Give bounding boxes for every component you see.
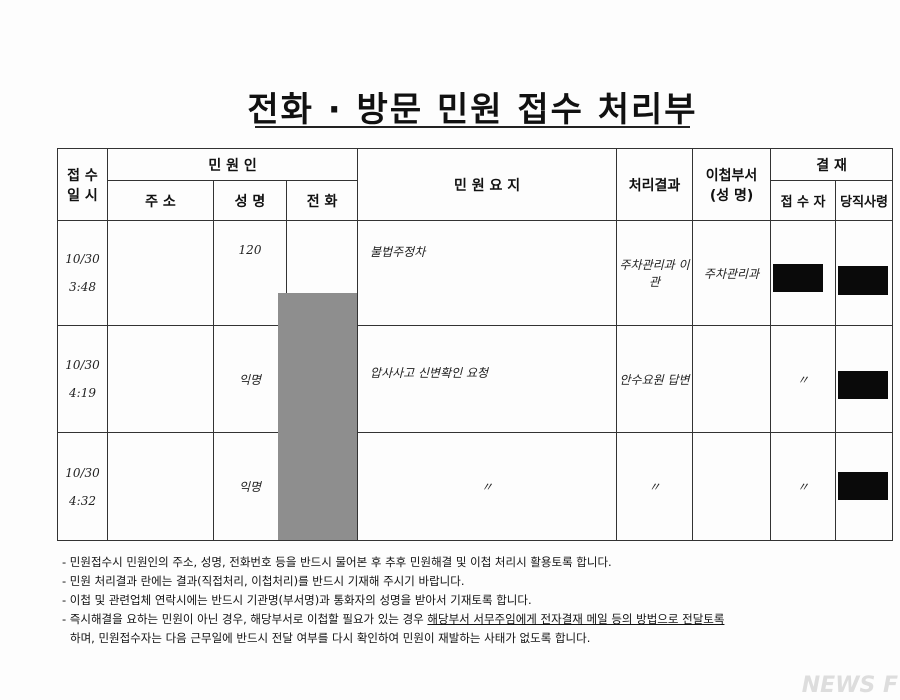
complaint-log-table: 접 수 일 시 민 원 인 민 원 요 지 처리결과 이첩부서 (성 명) 결 …: [57, 148, 894, 541]
watermark: NEWS F: [801, 673, 898, 698]
table-row: 10/30 4:19 익명 압사사고 신변확인 요청 안수요원 답변 〃: [57, 325, 894, 433]
summary-cell: 압사사고 신변확인 요청: [357, 325, 618, 433]
result-cell: 〃: [616, 432, 694, 541]
duty-officer-redaction: [838, 371, 888, 399]
date: 10/30: [65, 465, 100, 480]
address-cell: [107, 220, 214, 326]
note-item: 하며, 민원접수자는 다음 근무일에 반드시 전달 여부를 다시 확인하여 민원…: [70, 631, 591, 645]
title-underline: [255, 126, 690, 128]
date: 10/30: [65, 252, 100, 266]
receiver-cell: 〃: [770, 325, 837, 433]
time: 4:19: [69, 386, 96, 400]
transfer-dept-cell: [692, 325, 772, 433]
received-time-cell: 10/30 3:48: [57, 220, 108, 326]
receiver-cell: 〃: [770, 432, 837, 541]
header-summary: 민 원 요 지: [357, 148, 618, 221]
date: 10/30: [65, 358, 100, 372]
result-cell: 주차관리과 이관: [616, 220, 694, 326]
duty-officer-redaction: [838, 472, 888, 500]
header-duty-officer: 당직사령: [835, 180, 894, 221]
name-cell: 120: [213, 220, 287, 326]
summary-cell: 불법주정차: [357, 220, 618, 326]
header-received-time: 접 수 일 시: [57, 148, 108, 221]
received-time-cell: 10/30 4:19: [57, 325, 108, 433]
document-title: 전화 · 방문 민원 접수 처리부: [247, 90, 698, 130]
summary-cell: 〃: [357, 432, 618, 541]
duty-officer-redaction: [838, 266, 888, 295]
header-name: 성 명: [213, 180, 287, 221]
time: 4:32: [69, 493, 96, 508]
note-item: - 이첩 및 관련업체 연락시에는 반드시 기관명(부서명)과 통화자의 성명을…: [62, 593, 532, 607]
receiver-redaction: [773, 264, 823, 292]
table-row: 10/30 4:32 익명 〃 〃 〃: [57, 432, 894, 541]
address-cell: [107, 432, 214, 541]
name-cell: 익명: [213, 325, 287, 433]
table-row: 10/30 3:48 120 불법주정차 주차관리과 이관 주차관리과: [57, 220, 894, 326]
phone-redaction: [278, 293, 357, 540]
note-text: - 즉시해결을 요하는 민원이 아닌 경우, 해당부서로 이첩할 필요가 있는 …: [62, 612, 428, 626]
note-item: - 민원 처리결과 란에는 결과(직접처리, 이첩처리)를 반드시 기재해 주시…: [62, 574, 465, 588]
result-cell: 안수요원 답변: [616, 325, 694, 433]
instruction-notes: - 민원접수시 민원인의 주소, 성명, 전화번호 등을 반드시 물어본 후 추…: [62, 553, 724, 648]
header-address: 주 소: [107, 180, 214, 221]
header-receiver: 접 수 자: [770, 180, 837, 221]
received-time-cell: 10/30 4:32: [57, 432, 108, 541]
time: 3:48: [69, 280, 96, 294]
header-complainant: 민 원 인: [106, 148, 359, 181]
header-transfer-dept: 이첩부서 (성 명): [692, 148, 772, 221]
note-item: - 즉시해결을 요하는 민원이 아닌 경우, 해당부서로 이첩할 필요가 있는 …: [62, 610, 724, 629]
header-approval: 결 재: [770, 148, 894, 181]
header-result: 처리결과: [616, 148, 694, 221]
note-underlined-text: 해당부서 서무주임에게 전자결재 메일 등의 방법으로 전달토록: [427, 612, 725, 626]
transfer-dept-cell: [692, 432, 772, 541]
transfer-dept-cell: 주차관리과: [692, 220, 772, 326]
name-cell: 익명: [213, 432, 287, 541]
header-phone: 전 화: [285, 180, 359, 221]
address-cell: [107, 325, 214, 433]
note-item: - 민원접수시 민원인의 주소, 성명, 전화번호 등을 반드시 물어본 후 추…: [62, 555, 612, 569]
